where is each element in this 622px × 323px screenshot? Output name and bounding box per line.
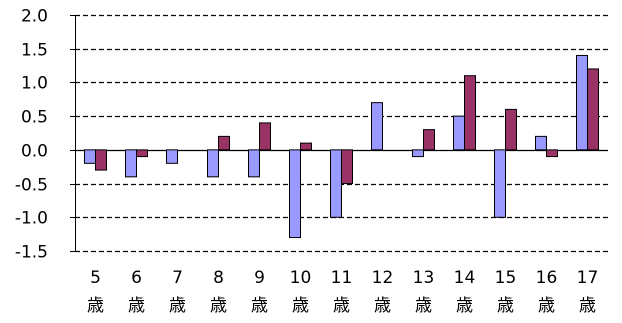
bar-series-2 <box>136 149 148 158</box>
x-tick-label: 12 歳 <box>372 268 394 316</box>
bar-series-2 <box>300 142 312 151</box>
y-tick-label: 1.5 <box>21 41 48 61</box>
x-tick-label: 15 歳 <box>495 268 517 316</box>
bar-series-2 <box>95 149 107 171</box>
bar-series-1 <box>412 149 424 158</box>
y-tick-labels: 2.0 1.5 1.0 0.5 0.0 -0.5 -1.0 -1.5 <box>15 7 48 263</box>
axes <box>70 15 76 252</box>
x-tick-label: 10 歳 <box>290 268 312 316</box>
bar-series-1 <box>84 149 96 164</box>
bar-series-1 <box>289 149 301 239</box>
bar-series-1 <box>166 149 178 164</box>
bar-series-2 <box>341 149 353 185</box>
bar-series-1 <box>494 149 506 218</box>
x-tick-label: 16 歳 <box>536 268 558 316</box>
x-tick-labels: 5 歳 6 歳 7 歳 8 歳 9 歳 10 歳 11 歳 12 歳 13 歳 14 歳 15 歳 16 歳 17 歳 <box>87 268 598 316</box>
bar-series-1 <box>453 115 465 151</box>
y-tick-label: 0.5 <box>21 108 48 128</box>
y-tick-label: 2.0 <box>21 7 48 27</box>
y-tick-label: -1.5 <box>15 243 48 263</box>
bar-series-1 <box>535 135 547 151</box>
x-tick-label: 11 歳 <box>331 268 353 316</box>
y-tick-label: 0.0 <box>21 142 48 162</box>
y-tick-label: -0.5 <box>15 176 48 196</box>
bar-series-2 <box>423 129 435 151</box>
bar-series-2 <box>464 75 476 151</box>
bars <box>84 54 599 239</box>
x-tick-label: 17 歳 <box>577 268 599 316</box>
bar-series-1 <box>330 149 342 218</box>
bar-series-2 <box>218 135 230 151</box>
bar-series-1 <box>248 149 260 178</box>
y-tick-label: 1.0 <box>21 74 48 94</box>
bar-series-2 <box>505 108 517 151</box>
bar-series-1 <box>371 102 383 151</box>
bar-series-2 <box>546 149 558 158</box>
bar-series-2 <box>587 68 599 151</box>
bar-series-2 <box>259 122 271 151</box>
y-tick-label: -1.0 <box>15 209 48 229</box>
x-tick-label: 13 歳 <box>413 268 435 316</box>
bar-series-1 <box>576 54 588 151</box>
bar-series-1 <box>125 149 137 178</box>
x-tick-label: 14 歳 <box>454 268 476 316</box>
bar-series-1 <box>207 149 219 178</box>
